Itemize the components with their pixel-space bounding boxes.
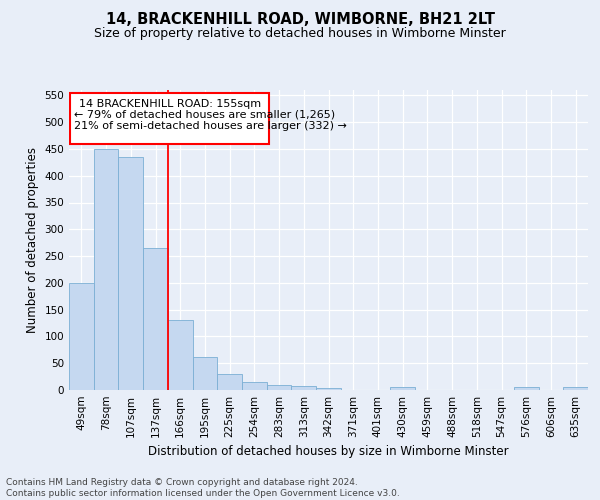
Text: 21% of semi-detached houses are larger (332) →: 21% of semi-detached houses are larger (… [74,120,347,130]
Bar [514,388,539,390]
Bar [390,388,415,390]
Text: Contains HM Land Registry data © Crown copyright and database right 2024.
Contai: Contains HM Land Registry data © Crown c… [6,478,400,498]
X-axis label: Distribution of detached houses by size in Wimborne Minster: Distribution of detached houses by size … [148,446,509,458]
Bar [193,357,217,390]
Bar [118,157,143,390]
Bar [168,320,193,390]
Bar [316,388,341,390]
Text: 14 BRACKENHILL ROAD: 155sqm: 14 BRACKENHILL ROAD: 155sqm [79,99,261,109]
Text: Size of property relative to detached houses in Wimborne Minster: Size of property relative to detached ho… [94,28,506,40]
Bar [94,149,118,390]
Text: 14, BRACKENHILL ROAD, WIMBORNE, BH21 2LT: 14, BRACKENHILL ROAD, WIMBORNE, BH21 2LT [106,12,494,28]
Y-axis label: Number of detached properties: Number of detached properties [26,147,39,333]
Bar [217,374,242,390]
Bar [563,388,588,390]
Bar [292,386,316,390]
Bar [267,384,292,390]
Text: ← 79% of detached houses are smaller (1,265): ← 79% of detached houses are smaller (1,… [74,110,335,120]
Bar [69,283,94,390]
Bar [143,248,168,390]
Bar [242,382,267,390]
FancyBboxPatch shape [70,92,269,144]
